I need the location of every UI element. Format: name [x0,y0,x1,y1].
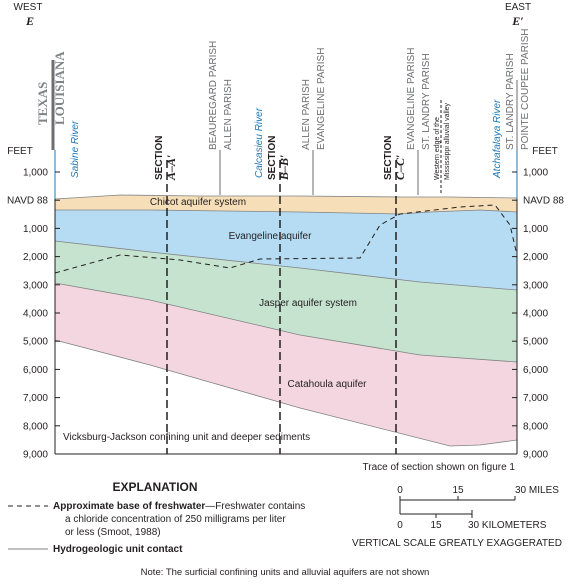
parish-lines [51,60,518,195]
legend-desc: —Freshwater contains [205,501,305,512]
y-tick-label: 1,000 [523,168,548,179]
y-tick-label: 1,000 [523,224,548,235]
chicot-layer [55,195,517,214]
river-label: Sabine River [70,120,81,178]
section-word: SECTION [383,136,394,180]
legend-desc: a chloride concentration of 250 milligra… [65,514,286,525]
y-tick-label: 7,000 [23,393,48,404]
trace-note: Trace of section shown on figure 1 [363,462,516,473]
y-tick-label: 1,000 [23,224,48,235]
river-label: Calcasieu River [254,107,265,178]
scale-label: 15 [452,485,464,496]
parish-label: EVANGELINE PARISH [316,48,327,150]
y-tick-label: 7,000 [523,393,548,404]
section-name: A–A′ [164,155,178,181]
unit-label: Vicksburg-Jackson confining unit and dee… [63,432,310,443]
scale-label: 15 [430,520,442,531]
y-tick-label: 5,000 [523,337,548,348]
y-tick-label: 9,000 [23,450,48,461]
y-tick-label: 2,000 [523,252,548,263]
y-tick-label: 1,000 [23,168,48,179]
river-label: Atchafalaya River [492,99,503,179]
west: WEST [14,2,43,13]
note: Note: The surficial confining units and … [141,567,430,578]
scale-label: 30 MILES [515,485,559,496]
section-word: SECTION [267,136,278,180]
y-tick-label: 4,000 [23,309,48,320]
section-name: B–B′ [277,155,291,181]
y-tick-label: 9,000 [523,450,548,461]
y-tick-label: 8,000 [523,421,548,432]
unit-label: Catahoula aquifer [288,379,368,390]
legend-text: Approximate base of freshwater—Freshwate… [53,501,305,512]
section-lines [166,160,397,454]
parish-label: ST. LANDRY PARISH [421,53,432,150]
parish-label: ST. LANDRY PARISH [505,53,516,150]
freshwater-base [54,204,518,274]
state-label: LOUISIANA [52,51,67,125]
scale-label: 0 [397,520,403,531]
y-tick-label: 2,000 [23,252,48,263]
y-tick-label: 8,000 [23,421,48,432]
y-tick-label: 5,000 [23,337,48,348]
unit-label: Evangeline aquifer [229,231,313,242]
section-word: SECTION [154,136,165,180]
legend-term: Hydrogeologic unit contact [53,544,183,555]
valley-label: Western edge of the [434,117,441,180]
parish-label: ALLEN PARISH [223,79,234,150]
parish-label: EVANGELINE PARISH [406,48,417,150]
catahoula-layer [55,283,517,446]
vertical-scale: VERTICAL SCALE GREATLY EXAGGERATED [352,538,562,549]
y-tick-label: 3,000 [23,280,48,291]
parish-label: POINTE COUPEE PARISH [520,28,531,150]
y-tick-label: 3,000 [523,280,548,291]
explanation-title: EXPLANATION [112,480,197,494]
east: EAST [505,2,531,13]
y-tick-label: 6,000 [523,365,548,376]
parish-label: BEAUREGARD PARISH [208,41,219,150]
scale-bar [399,496,516,518]
parish-label: ALLEN PARISH [301,79,312,150]
jasper-layer [55,241,517,362]
valley-label: Mississippi alluvial valley [444,102,451,180]
y-tick-label: 4,000 [523,309,548,320]
axis-unit: FEET [7,146,33,157]
end-label: E′ [511,14,523,28]
evangeline-layer [55,210,517,290]
y-tick-label: NAVD 88 [523,196,564,207]
state-label: TEXAS [35,82,50,125]
scale-label: 30 KILOMETERS [468,520,547,531]
y-tick-label: 6,000 [23,365,48,376]
section-name: C–C′ [393,155,407,180]
axis-unit: FEET [532,146,558,157]
scale-label: 0 [397,485,403,496]
end-label: E [25,14,34,28]
legend-desc: or less (Smoot, 1988) [65,527,161,538]
legend-term: Approximate base of freshwater [53,501,205,512]
y-tick-label: NAVD 88 [7,196,48,207]
unit-label: Chicot aquifer system [150,197,246,208]
unit-label: Jasper aquifer system [259,298,357,309]
